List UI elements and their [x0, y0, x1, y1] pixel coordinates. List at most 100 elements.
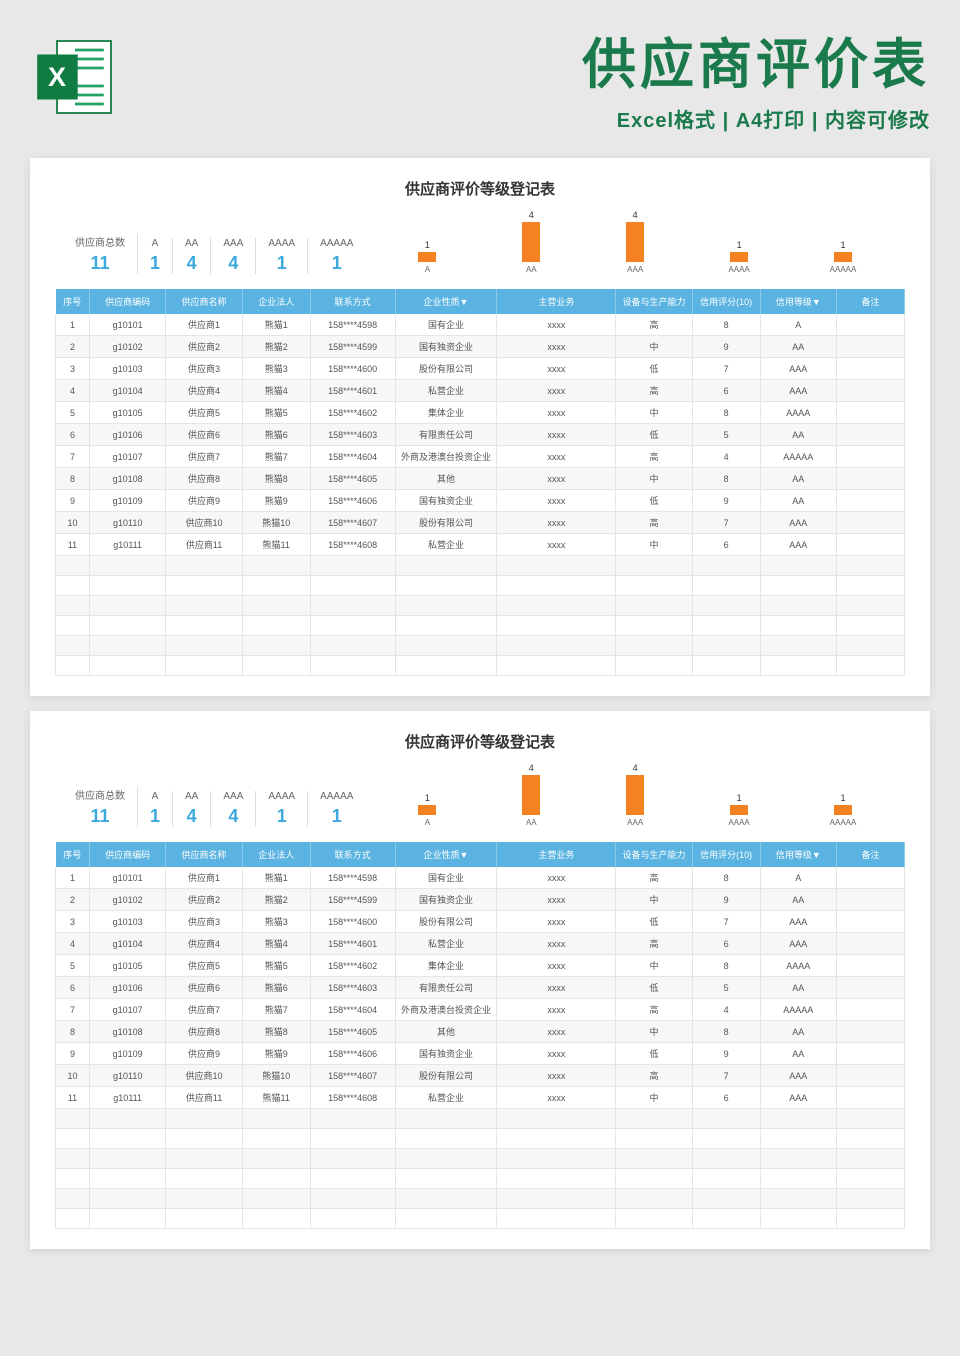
table-row: 2g10102供应商2熊猫2158****4599国有独资企业xxxx中9AA	[56, 336, 905, 358]
table-cell: 供应商9	[166, 1043, 242, 1065]
table-cell: xxxx	[497, 1021, 616, 1043]
table-cell-empty	[497, 576, 616, 596]
table-cell: 158****4608	[310, 534, 395, 556]
summary-total-label: 供应商总数	[75, 787, 125, 802]
summary-level-label: AAA	[223, 791, 243, 802]
table-header-cell[interactable]: 序号	[56, 842, 90, 867]
table-cell: xxxx	[497, 468, 616, 490]
table-cell-empty	[616, 596, 692, 616]
table-cell: 熊猫10	[242, 1065, 310, 1087]
table-header-cell[interactable]: 设备与生产能力	[616, 289, 692, 314]
table-cell-empty	[166, 1129, 242, 1149]
table-cell: xxxx	[497, 1087, 616, 1109]
table-cell: g10109	[89, 1043, 165, 1065]
summary-total-value: 11	[75, 253, 125, 274]
table-cell	[837, 977, 905, 999]
table-cell: 低	[616, 490, 692, 512]
table-cell-empty	[497, 656, 616, 676]
table-cell-empty	[837, 556, 905, 576]
table-header-cell[interactable]: 备注	[837, 842, 905, 867]
table-cell-empty	[837, 1209, 905, 1229]
table-header-cell[interactable]: 供应商编码	[89, 289, 165, 314]
table-header-cell[interactable]: 联系方式	[310, 289, 395, 314]
table-cell: 中	[616, 1087, 692, 1109]
table-header-cell[interactable]: 设备与生产能力	[616, 842, 692, 867]
table-cell: 熊猫7	[242, 446, 310, 468]
table-cell-empty	[497, 1129, 616, 1149]
bar-value: 1	[425, 240, 430, 250]
table-header-cell[interactable]: 供应商名称	[166, 842, 242, 867]
table-cell: 熊猫11	[242, 534, 310, 556]
table-header-cell[interactable]: 信用评分(10)	[692, 289, 760, 314]
table-cell: xxxx	[497, 314, 616, 336]
table-cell: 熊猫5	[242, 955, 310, 977]
table-cell: g10107	[89, 999, 165, 1021]
table-cell: 其他	[395, 1021, 497, 1043]
sheet-page: 供应商评价等级登记表供应商总数11A1AA4AAA4AAAA1AAAAA11A4…	[30, 711, 930, 1249]
table-cell-empty	[616, 556, 692, 576]
table-header-cell[interactable]: 信用等级▼	[760, 289, 836, 314]
table-cell: 158****4598	[310, 314, 395, 336]
table-cell-empty	[395, 1209, 497, 1229]
table-cell: 158****4607	[310, 512, 395, 534]
table-cell-empty	[837, 596, 905, 616]
summary-level-value: 1	[268, 806, 295, 827]
table-cell: 7	[692, 358, 760, 380]
summary-level-AAA: AAA4	[211, 238, 256, 274]
table-cell: A	[760, 867, 836, 889]
bar-label: A	[425, 265, 430, 274]
summary-level-label: AAAA	[268, 791, 295, 802]
table-cell-empty	[395, 1129, 497, 1149]
table-row: 8g10108供应商8熊猫8158****4605其他xxxx中8AA	[56, 1021, 905, 1043]
table-cell	[837, 336, 905, 358]
bar-rect	[522, 775, 540, 815]
table-header-cell[interactable]: 信用等级▼	[760, 842, 836, 867]
table-header-cell[interactable]: 序号	[56, 289, 90, 314]
table-cell: AA	[760, 889, 836, 911]
table-header-cell[interactable]: 企业性质▼	[395, 289, 497, 314]
table-cell: 熊猫3	[242, 911, 310, 933]
table-row-empty	[56, 556, 905, 576]
table-cell-empty	[692, 1169, 760, 1189]
table-cell-empty	[56, 1149, 90, 1169]
table-cell: xxxx	[497, 1043, 616, 1065]
table-header-cell[interactable]: 企业法人	[242, 842, 310, 867]
table-cell-empty	[56, 656, 90, 676]
table-cell-empty	[395, 616, 497, 636]
table-cell-empty	[692, 556, 760, 576]
table-cell: xxxx	[497, 336, 616, 358]
table-cell-empty	[760, 616, 836, 636]
table-cell: 高	[616, 512, 692, 534]
table-cell: 6	[692, 534, 760, 556]
summary-level-label: A	[150, 238, 160, 249]
table-cell: 7	[692, 1065, 760, 1087]
table-header-cell[interactable]: 备注	[837, 289, 905, 314]
table-header-cell[interactable]: 主营业务	[497, 842, 616, 867]
summary-level-value: 1	[150, 806, 160, 827]
table-cell	[837, 424, 905, 446]
table-cell: 6	[692, 380, 760, 402]
bar-value: 1	[840, 240, 845, 250]
table-header-cell[interactable]: 企业性质▼	[395, 842, 497, 867]
table-cell-empty	[760, 1189, 836, 1209]
table-cell-empty	[616, 1209, 692, 1229]
table-header-cell[interactable]: 供应商名称	[166, 289, 242, 314]
sheet-page: 供应商评价等级登记表供应商总数11A1AA4AAA4AAAA1AAAAA11A4…	[30, 158, 930, 696]
table-row-empty	[56, 1149, 905, 1169]
table-cell-empty	[310, 1129, 395, 1149]
table-cell-empty	[56, 576, 90, 596]
table-header-cell[interactable]: 联系方式	[310, 842, 395, 867]
table-header-cell[interactable]: 主营业务	[497, 289, 616, 314]
summary-level-AAAA: AAAA 1	[256, 791, 308, 827]
table-cell-empty	[497, 1189, 616, 1209]
table-header-cell[interactable]: 供应商编码	[89, 842, 165, 867]
table-header-cell[interactable]: 信用评分(10)	[692, 842, 760, 867]
table-cell-empty	[760, 1169, 836, 1189]
table-cell: 国有企业	[395, 867, 497, 889]
summary-level-value: 4	[185, 253, 198, 274]
table-cell-empty	[760, 576, 836, 596]
table-header-cell[interactable]: 企业法人	[242, 289, 310, 314]
table-row: 10g10110供应商10熊猫10158****4607股份有限公司xxxx高7…	[56, 512, 905, 534]
table-cell: 熊猫10	[242, 512, 310, 534]
table-cell-empty	[395, 596, 497, 616]
